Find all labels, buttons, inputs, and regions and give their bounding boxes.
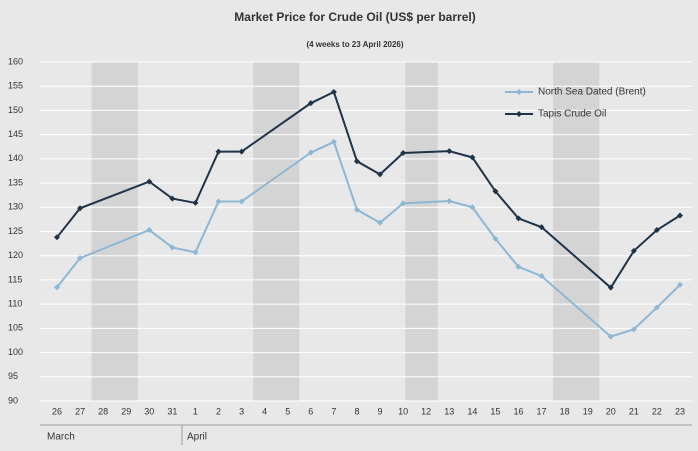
y-tick-label: 145 xyxy=(8,129,23,139)
x-tick-label: 14 xyxy=(467,406,477,416)
point-marker xyxy=(77,255,84,262)
point-marker xyxy=(607,333,614,340)
x-tick-label: 6 xyxy=(308,406,313,416)
y-tick-label: 105 xyxy=(8,323,23,333)
x-tick-label: 3 xyxy=(239,406,244,416)
point-marker xyxy=(353,158,360,165)
y-tick-label: 125 xyxy=(8,226,23,236)
point-marker xyxy=(377,171,384,178)
point-marker xyxy=(77,205,84,212)
point-marker xyxy=(492,188,499,195)
point-marker xyxy=(146,178,153,185)
x-tick-label: 15 xyxy=(490,406,500,416)
point-marker xyxy=(192,199,199,206)
grid xyxy=(40,61,692,402)
point-marker xyxy=(677,212,683,219)
point-marker xyxy=(515,215,522,222)
x-tick-label: 21 xyxy=(629,406,639,416)
point-marker xyxy=(215,148,222,155)
y-tick-label: 95 xyxy=(8,371,18,381)
y-tick-label: 115 xyxy=(8,274,22,284)
y-tick-label: 135 xyxy=(8,177,23,187)
point-marker xyxy=(515,263,522,270)
x-tick-label: 12 xyxy=(421,406,431,416)
y-tick-label: 140 xyxy=(8,153,23,163)
chart-subtitle: (4 weeks to 23 April 2026) xyxy=(306,40,403,49)
point-marker xyxy=(630,247,637,254)
x-tick-label: 8 xyxy=(354,406,359,416)
y-tick-label: 155 xyxy=(8,81,23,91)
point-marker xyxy=(238,198,245,205)
x-tick-label: 31 xyxy=(167,406,177,416)
point-marker xyxy=(238,148,245,155)
point-marker xyxy=(538,224,545,231)
x-tick-label: 23 xyxy=(675,406,685,416)
month-label: March xyxy=(47,432,75,443)
point-marker xyxy=(215,198,222,205)
x-tick-label: 16 xyxy=(513,406,523,416)
y-tick-label: 100 xyxy=(8,347,23,357)
point-marker xyxy=(192,249,199,256)
point-marker xyxy=(630,326,637,333)
x-tick-label: 13 xyxy=(444,406,454,416)
point-marker xyxy=(677,281,683,288)
x-tick-label: 1 xyxy=(193,406,198,416)
legend-label: Tapis Crude Oil xyxy=(538,109,606,120)
legend-label: North Sea Dated (Brent) xyxy=(538,87,646,98)
point-marker xyxy=(54,234,60,241)
point-marker xyxy=(400,200,407,207)
y-tick-label: 160 xyxy=(8,56,23,66)
point-marker xyxy=(538,273,545,280)
x-tick-label: 28 xyxy=(98,406,108,416)
point-marker xyxy=(446,197,453,204)
x-tick-label: 30 xyxy=(144,406,154,416)
point-marker xyxy=(330,89,337,96)
legend-marker xyxy=(516,111,522,117)
month-label: April xyxy=(187,432,207,443)
point-marker xyxy=(469,154,476,161)
point-marker xyxy=(169,195,176,202)
point-marker xyxy=(446,148,453,155)
point-marker xyxy=(469,204,476,211)
x-tick-label: 20 xyxy=(606,406,616,416)
point-marker xyxy=(653,227,660,234)
point-marker xyxy=(607,284,614,291)
x-tick-label: 26 xyxy=(52,406,62,416)
point-marker xyxy=(492,235,499,242)
x-tick-label: 2 xyxy=(216,406,221,416)
x-tick-label: 19 xyxy=(583,406,593,416)
y-tick-label: 150 xyxy=(8,105,23,115)
x-tick-label: 29 xyxy=(121,406,131,416)
x-tick-label: 27 xyxy=(75,406,85,416)
y-tick-label: 120 xyxy=(8,250,23,260)
point-marker xyxy=(307,100,314,107)
point-marker xyxy=(400,150,407,157)
point-marker xyxy=(169,244,176,251)
x-tick-label: 9 xyxy=(378,406,383,416)
x-tick-label: 10 xyxy=(398,406,408,416)
y-tick-label: 130 xyxy=(8,202,23,212)
point-marker xyxy=(653,304,660,311)
x-tick-label: 4 xyxy=(262,406,267,416)
point-marker xyxy=(377,219,384,226)
point-marker xyxy=(353,206,360,213)
legend-marker xyxy=(516,89,522,95)
point-marker xyxy=(330,138,337,145)
point-marker xyxy=(307,149,314,156)
point-marker xyxy=(146,227,153,234)
y-tick-label: 110 xyxy=(8,299,22,309)
y-tick-label: 90 xyxy=(8,395,18,405)
x-tick-label: 22 xyxy=(652,406,662,416)
x-tick-label: 5 xyxy=(285,406,290,416)
x-tick-label: 17 xyxy=(537,406,547,416)
chart-title: Market Price for Crude Oil (US$ per barr… xyxy=(234,10,475,24)
point-marker xyxy=(54,284,60,291)
x-tick-label: 7 xyxy=(331,406,336,416)
x-tick-label: 18 xyxy=(560,406,570,416)
